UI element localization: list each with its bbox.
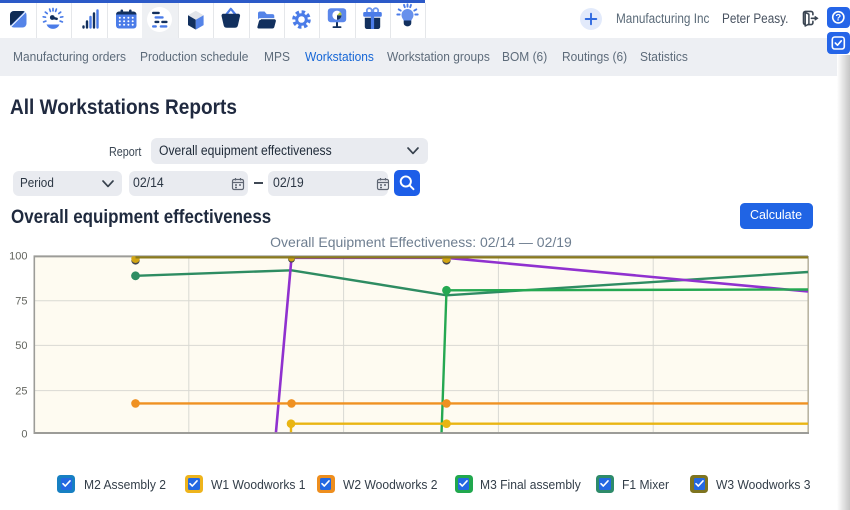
svg-text:50: 50 — [15, 340, 27, 352]
svg-text:75: 75 — [15, 296, 27, 308]
svg-text:?: ? — [835, 12, 841, 23]
svg-text:0: 0 — [21, 429, 27, 441]
svg-text:25: 25 — [15, 385, 27, 397]
svg-text:100: 100 — [9, 250, 27, 262]
